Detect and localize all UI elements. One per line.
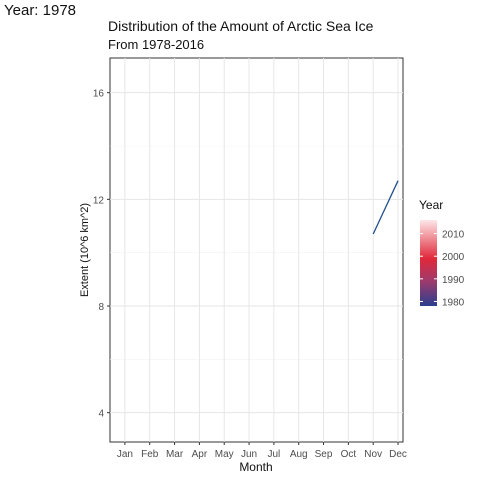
x-tick-label: Jul (267, 449, 280, 460)
x-tick-label: Nov (364, 449, 382, 460)
legend-tick-label: 1990 (442, 275, 465, 286)
x-tick-label: Dec (389, 449, 407, 460)
x-tick-label: Oct (341, 449, 357, 460)
y-tick-label: 8 (98, 302, 104, 313)
x-axis: Jan Feb Mar Apr May Jun Jul Aug Sep Oct Nov Dec (117, 442, 407, 460)
x-axis-label: Month (239, 460, 272, 474)
y-axis: 4 8 12 16 (93, 89, 110, 420)
legend-title: Year (419, 198, 443, 212)
plot-panel (109, 57, 404, 443)
x-tick-label: Sep (315, 449, 333, 460)
legend-colorbar (420, 220, 437, 306)
frame-year-label: Year: 1978 (4, 2, 77, 19)
x-tick-label: Jun (241, 449, 257, 460)
y-tick-label: 12 (93, 195, 105, 206)
legend-tick-label: 1980 (442, 297, 465, 308)
grid (110, 58, 403, 442)
legend-tick-label: 2000 (442, 252, 465, 263)
legend-tick-label: 2010 (442, 230, 465, 241)
x-tick-label: Aug (290, 449, 308, 460)
legend: Year 2010 2000 1990 1980 (419, 198, 465, 308)
x-tick-label: Jan (117, 449, 133, 460)
series-line-1978 (372, 180, 399, 235)
x-tick-label: Mar (166, 449, 184, 460)
x-tick-label: Feb (141, 449, 159, 460)
x-tick-label: May (215, 449, 234, 460)
y-tick-label: 4 (98, 409, 104, 420)
chart-subtitle: From 1978-2016 (108, 37, 205, 52)
y-tick-label: 16 (93, 89, 105, 100)
x-tick-label: Apr (192, 449, 208, 460)
y-axis-label: Extent (10^6 km^2) (79, 203, 91, 297)
chart-title: Distribution of the Amount of Arctic Sea… (108, 18, 374, 34)
series-lines (372, 180, 399, 235)
